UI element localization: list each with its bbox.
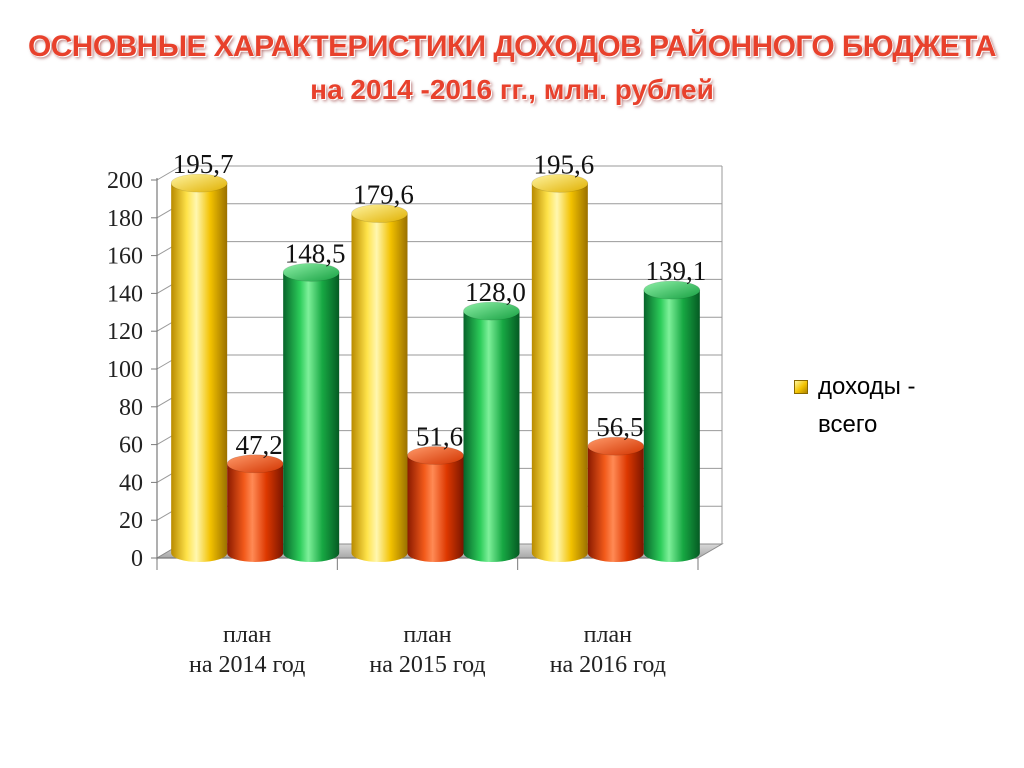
bar-body xyxy=(407,455,464,562)
axes: 0 20 40 60 80 100 120 140 160 180 200 план на 2014 г… xyxy=(107,168,699,678)
y-tick-label: 40 xyxy=(119,470,143,496)
y-tick-label: 200 xyxy=(107,168,143,194)
data-label: 195,6 xyxy=(533,149,594,179)
data-label: 195,7 xyxy=(173,149,234,179)
data-label: 148,5 xyxy=(285,238,346,268)
gridline xyxy=(156,316,722,332)
x-tick-label: план на 2014 год xyxy=(189,622,305,678)
y-tick-label: 140 xyxy=(107,281,143,307)
bar-body xyxy=(171,183,228,562)
data-label: 179,6 xyxy=(353,180,414,210)
legend: доходы - всего xyxy=(790,368,990,444)
legend-swatch-icon xyxy=(794,380,808,394)
x-tick-label: план на 2016 год xyxy=(550,622,666,678)
bar-top xyxy=(531,174,589,193)
gridline xyxy=(156,392,722,408)
bar-body xyxy=(643,290,700,562)
gridline xyxy=(156,354,722,370)
gridline xyxy=(156,165,722,181)
bar-body xyxy=(227,463,284,562)
x-tick-label: план на 2015 год xyxy=(369,622,485,678)
chart-subtitle: на 2014 -2016 гг., млн. рублей xyxy=(310,74,714,105)
gridline xyxy=(156,203,722,219)
bar-income-series-2 xyxy=(226,454,284,562)
bar-top xyxy=(351,204,408,223)
chart-title: ОСНОВНЫЕ ХАРАКТЕРИСТИКИ ДОХОДОВ РАЙОННОГ… xyxy=(27,30,997,63)
bar-income-series-2 xyxy=(407,446,464,562)
bar-top xyxy=(643,280,701,300)
y-tick-label: 180 xyxy=(107,206,143,232)
y-tick-label: 160 xyxy=(107,244,143,270)
bar-income-series-3 xyxy=(282,263,340,562)
legend-label: доходы - всего xyxy=(818,373,916,438)
gridline xyxy=(156,278,722,294)
bar-body xyxy=(587,446,644,562)
data-label: 51,6 xyxy=(416,421,463,451)
bar-income-total xyxy=(170,173,228,562)
bar-top xyxy=(463,301,520,321)
bar-income-series-3 xyxy=(463,301,520,562)
data-label: 139,1 xyxy=(645,256,706,286)
bar-income-series-3 xyxy=(643,280,701,562)
y-tick-label: 20 xyxy=(119,508,143,534)
bar-income-series-2 xyxy=(587,436,645,562)
data-label: 47,2 xyxy=(236,430,283,460)
gridline xyxy=(156,241,722,257)
bar-body xyxy=(283,272,340,562)
bar-body xyxy=(463,311,520,562)
y-tick-label: 100 xyxy=(107,357,143,383)
data-label: 56,5 xyxy=(596,412,643,442)
y-tick-label: 80 xyxy=(119,395,143,421)
y-tick-label: 120 xyxy=(107,319,143,345)
bar-top xyxy=(282,263,340,282)
y-tick-label: 60 xyxy=(119,433,143,459)
bar-body xyxy=(531,183,588,563)
y-tick-label: 0 xyxy=(131,546,143,572)
bars xyxy=(170,173,701,563)
bar-income-total xyxy=(531,174,589,563)
bar-top xyxy=(170,173,228,193)
data-label: 128,0 xyxy=(465,277,526,307)
bar-income-total xyxy=(351,204,408,562)
bar-body xyxy=(351,213,408,562)
